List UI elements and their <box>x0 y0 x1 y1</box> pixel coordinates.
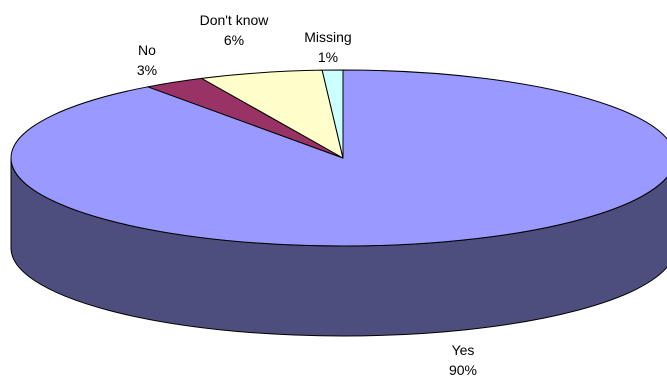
slice-value-no: 3% <box>137 62 157 78</box>
pie-slice-yes <box>10 69 667 247</box>
data-label-missing: Missing 1% <box>304 29 351 65</box>
data-label-yes: Yes 90% <box>449 342 477 378</box>
slice-name-yes: Yes <box>452 342 475 358</box>
slice-value-don-t-know: 6% <box>224 32 244 48</box>
slice-value-yes: 90% <box>449 362 477 378</box>
pie-slice-don-t-know <box>201 69 344 159</box>
data-label-don-t-know: Don't know 6% <box>200 12 270 48</box>
pie-slice-missing <box>321 69 344 159</box>
slice-name-don-t-know: Don't know <box>200 12 270 28</box>
pie-top-layer <box>10 69 667 247</box>
slice-name-missing: Missing <box>304 29 351 45</box>
slice-value-missing: 1% <box>318 49 338 65</box>
pie-label-layer: Yes 90% No 3% Don't know 6% Missing 1% <box>137 12 477 378</box>
slice-name-no: No <box>138 42 156 58</box>
data-label-no: No 3% <box>137 42 157 78</box>
